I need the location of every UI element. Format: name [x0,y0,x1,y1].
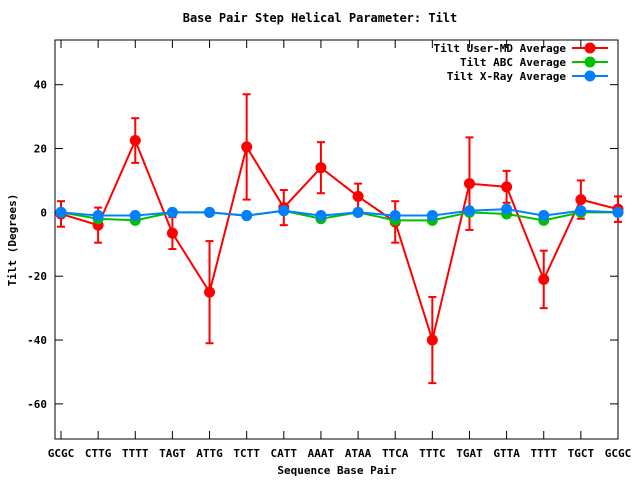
legend-marker [584,56,596,68]
series-layer [55,93,624,385]
data-point [501,203,513,215]
x-tick-label: TGAT [456,447,483,460]
data-point [241,210,253,222]
series-line [60,137,619,344]
x-tick-label: CATT [271,447,298,460]
x-axis-label: Sequence Base Pair [277,464,397,477]
series-line [60,209,618,222]
data-point [538,273,550,285]
data-point [55,206,67,218]
legend-label: Tilt User-MD Average [434,42,567,55]
legend-marker [584,70,596,82]
data-point [204,206,216,218]
x-tick-label: TTCA [382,447,409,460]
series-3 [55,203,624,222]
x-tick-label: TCTT [233,447,260,460]
data-point [612,206,624,218]
data-point [463,178,475,190]
data-point [426,210,438,222]
legend-label: Tilt X-Ray Average [447,70,567,83]
data-point [315,162,327,174]
x-tick-label: TTTT [530,447,557,460]
x-tick-label: AAAT [308,447,335,460]
data-point [538,210,550,222]
x-tick-label: TAGT [159,447,186,460]
data-point [129,135,141,147]
y-tick-label: 40 [34,79,47,92]
legend-label: Tilt ABC Average [460,56,566,69]
data-point [352,190,364,202]
data-point [575,205,587,217]
y-tick-label: 20 [34,143,47,156]
data-point [501,181,513,193]
data-point [166,206,178,218]
x-tick-label: TTTT [122,447,149,460]
y-tick-label: -20 [27,270,47,283]
data-point [389,210,401,222]
data-point [575,194,587,206]
x-tick-label: ATAA [345,447,372,460]
series-line [60,208,619,217]
chart-title: Base Pair Step Helical Parameter: Tilt [183,11,458,25]
data-point [463,205,475,217]
data-point [426,334,438,346]
y-axis-label: Tilt (Degrees) [6,194,19,287]
x-tick-label: CTTG [85,447,112,460]
data-point [352,206,364,218]
data-point [204,286,216,298]
legend-marker [584,42,596,54]
data-point [241,141,253,153]
x-tick-label: TTTC [419,447,446,460]
x-tick-label: ATTG [196,447,223,460]
y-tick-label: -40 [27,334,47,347]
x-tick-label: GCGC [605,447,632,460]
x-tick-label: GCGC [48,447,75,460]
x-tick-label: TGCT [568,447,595,460]
plot-frame [54,39,619,440]
data-point [315,210,327,222]
y-tick-label: 0 [40,206,47,219]
series-1 [55,93,624,385]
x-tick-label: GTTA [493,447,520,460]
data-point [166,227,178,239]
data-point [129,210,141,222]
data-point [92,210,104,222]
x-axis: GCGC CTTG TTTT TAGT ATTG TCTT CATT AAAT ATAA TTCA… [48,40,632,460]
y-tick-label: -60 [27,398,47,411]
data-point [278,205,290,217]
